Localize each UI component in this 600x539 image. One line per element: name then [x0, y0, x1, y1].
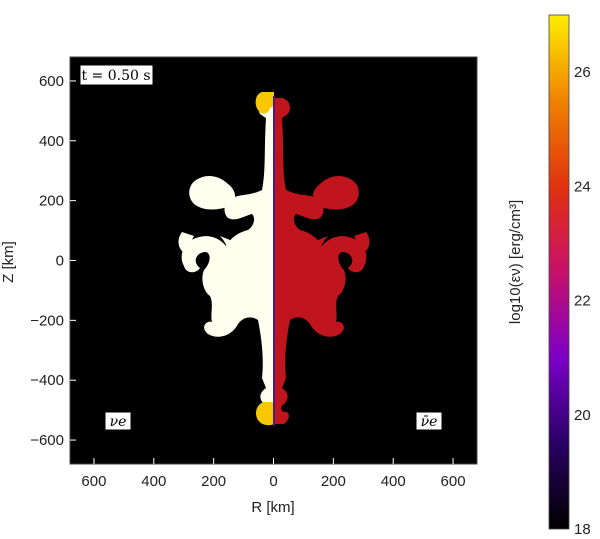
y-tick-label: −200 — [30, 312, 64, 329]
x-tick-label: 200 — [201, 473, 226, 490]
right-panel-label: ν̄e — [421, 414, 438, 430]
nue-hot-tip-top — [255, 92, 274, 114]
x-axis-label: R [km] — [251, 499, 294, 516]
x-tick-label: 0 — [269, 473, 277, 490]
colorbar-tick-label: 26 — [574, 64, 591, 81]
nue-hot-tip-bottom — [256, 402, 274, 426]
left-panel-label-box: νe — [104, 411, 132, 431]
colorbar-label: log10(εν) [erg/cm³] — [507, 200, 524, 324]
y-tick-label: 400 — [39, 133, 64, 150]
x-tick-label: 200 — [321, 473, 346, 490]
simulation-image — [178, 92, 370, 426]
left-panel-label: νe — [110, 414, 127, 430]
nue-structure — [178, 98, 274, 424]
colorbar — [548, 14, 570, 530]
y-axis-label: Z [km] — [0, 241, 17, 283]
axis-divider — [273, 96, 275, 426]
y-tick-label: −600 — [30, 432, 64, 449]
colorbar-tick-label: 20 — [574, 407, 591, 424]
colorbar-ticks: 18 20 22 24 26 — [574, 64, 591, 538]
x-tick-label: 400 — [381, 473, 406, 490]
x-tick-label: 400 — [141, 473, 166, 490]
colorbar-tick-label: 18 — [574, 521, 591, 538]
x-tick-label: 600 — [81, 473, 106, 490]
right-panel-label-box: ν̄e — [415, 411, 443, 431]
y-axis-ticks: 600 400 200 0 −200 −400 −600 — [30, 73, 76, 449]
x-axis-ticks: 600 400 200 0 200 400 600 — [81, 458, 466, 490]
y-tick-label: 600 — [39, 73, 64, 90]
x-tick-label: 600 — [441, 473, 466, 490]
colorbar-tick-label: 22 — [574, 293, 591, 310]
time-label: t = 0.50 s — [81, 68, 150, 84]
colorbar-tick-label: 24 — [574, 178, 591, 195]
y-tick-label: 200 — [39, 193, 64, 210]
anue-structure — [274, 98, 370, 424]
time-label-box: t = 0.50 s — [79, 64, 154, 86]
y-tick-label: −400 — [30, 372, 64, 389]
y-tick-label: 0 — [56, 253, 64, 270]
